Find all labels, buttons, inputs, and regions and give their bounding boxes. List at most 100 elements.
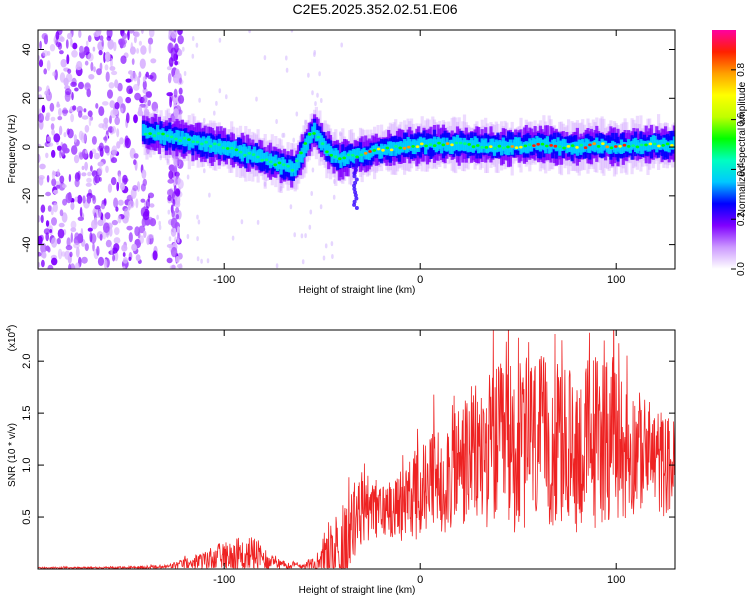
- ridge-cell: [556, 137, 560, 151]
- ridge-cell: [168, 129, 172, 143]
- ridge-peak: [174, 137, 178, 141]
- noise-blob: [248, 30, 251, 34]
- noise-blob: [263, 181, 267, 187]
- ridge-cell: [500, 141, 504, 156]
- snr-y-label: SNR (10 * v/v): [7, 423, 18, 487]
- ridge-peak: [217, 143, 221, 147]
- noise-blob: [290, 30, 294, 33]
- noise-blob: [173, 53, 178, 62]
- noise-blob: [73, 134, 77, 143]
- ridge-cell: [648, 140, 652, 152]
- noise-blob: [167, 42, 174, 54]
- noise-blob: [263, 55, 267, 61]
- noise-blob: [173, 157, 176, 166]
- ridge-cell: [300, 147, 304, 163]
- ridge-peak: [471, 145, 476, 149]
- noise-blob: [104, 212, 111, 220]
- ridge-cell: [364, 150, 368, 160]
- noise-blob: [133, 114, 138, 124]
- noise-blob: [175, 214, 180, 220]
- noise-blob: [117, 215, 122, 224]
- ridge-peak: [256, 155, 260, 159]
- ridge-peak: [596, 145, 601, 148]
- noise-blob: [168, 236, 172, 242]
- ridge-cell: [591, 141, 595, 152]
- noise-blob: [324, 243, 328, 249]
- ridge-peak: [588, 143, 592, 147]
- noise-blob: [182, 46, 185, 52]
- noise-blob: [40, 242, 47, 254]
- noise-blob: [174, 60, 179, 66]
- noise-blob: [65, 244, 73, 251]
- noise-blob: [114, 251, 119, 262]
- noise-blob: [59, 50, 64, 55]
- noise-blob: [177, 157, 180, 167]
- noise-blob: [45, 85, 50, 97]
- noise-blob: [98, 142, 104, 152]
- ridge-cell: [408, 139, 412, 151]
- noise-blob: [112, 254, 116, 262]
- noise-blob: [57, 248, 63, 260]
- ridge-cell: [354, 161, 359, 166]
- noise-blob: [70, 81, 77, 88]
- ridge-peak: [290, 168, 295, 172]
- ridge-cell: [332, 150, 336, 159]
- ridge-peak: [527, 143, 532, 147]
- noise-blob: [88, 74, 95, 80]
- noise-blob: [114, 79, 119, 89]
- ridge-cell: [385, 145, 389, 156]
- noise-blob: [148, 43, 152, 54]
- noise-blob: [38, 215, 41, 223]
- noise-blob: [118, 173, 122, 185]
- ridge-cell: [194, 136, 198, 146]
- noise-blob: [175, 188, 181, 197]
- noise-blob: [168, 34, 171, 40]
- noise-blob: [103, 136, 107, 141]
- ridge-cell: [549, 143, 553, 153]
- ridge-cell: [353, 180, 358, 185]
- ridge-peak: [329, 153, 334, 157]
- ridge-peak: [549, 144, 553, 147]
- noise-blob: [171, 31, 177, 39]
- noise-blob: [60, 58, 67, 68]
- noise-blob: [67, 191, 72, 201]
- ridge-peak: [467, 143, 472, 146]
- noise-blob: [173, 88, 178, 98]
- ridge-cell: [302, 143, 306, 158]
- noise-blob: [60, 251, 66, 257]
- noise-blob: [111, 70, 118, 76]
- ridge-peak: [243, 153, 247, 157]
- noise-blob: [102, 101, 109, 106]
- noise-blob: [78, 110, 83, 118]
- noise-blob: [81, 165, 85, 171]
- noise-blob: [38, 55, 41, 61]
- noise-blob: [49, 229, 53, 233]
- ridge-cell: [281, 157, 285, 170]
- ridge-cell: [600, 138, 604, 154]
- ridge-peak: [316, 135, 321, 139]
- noise-blob: [200, 258, 203, 264]
- ridge-cell: [530, 140, 534, 152]
- noise-blob: [142, 211, 150, 221]
- ridge-cell: [417, 138, 421, 152]
- ridge-cell: [344, 154, 348, 164]
- ridge-cell: [524, 141, 528, 154]
- noise-blob: [55, 31, 60, 40]
- ridge-cell: [369, 147, 373, 158]
- ridge-cell: [584, 138, 588, 150]
- ridge-cell: [293, 163, 297, 177]
- noise-blob: [51, 257, 58, 266]
- ridge-peak: [286, 164, 290, 168]
- ridge-peak: [665, 142, 670, 146]
- noise-blob: [74, 262, 80, 269]
- ridge-cell: [404, 140, 408, 154]
- ridge-cell: [314, 130, 318, 142]
- noise-blob: [87, 227, 93, 232]
- noise-blob: [53, 189, 59, 195]
- ridge-cell: [623, 142, 627, 152]
- noise-blob: [79, 152, 84, 160]
- noise-blob: [62, 184, 67, 189]
- ridge-cell: [665, 141, 669, 152]
- noise-blob: [117, 199, 124, 206]
- noise-blob: [119, 137, 124, 145]
